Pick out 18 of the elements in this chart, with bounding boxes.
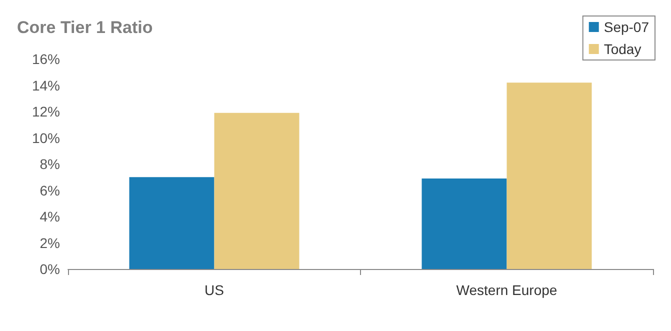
y-tick-label: 4% [40, 208, 60, 224]
y-tick-label: 14% [32, 77, 60, 94]
bar [129, 177, 214, 269]
y-tick-label: 6% [40, 182, 60, 198]
y-tick-label: 0% [40, 261, 60, 277]
legend-label: Sep-07 [604, 19, 650, 35]
bar [506, 82, 592, 269]
y-tick-label: 12% [32, 104, 60, 120]
bar [214, 112, 300, 269]
chart-title: Core Tier 1 Ratio [17, 18, 153, 37]
bar [422, 178, 507, 269]
x-tick-label: Western Europe [456, 282, 558, 298]
y-tick-label: 16% [32, 51, 60, 67]
x-tick-label: US [204, 282, 224, 298]
legend-label: Today [604, 41, 642, 57]
y-tick-label: 2% [40, 234, 60, 251]
y-tick-label: 8% [40, 156, 60, 172]
y-tick-label: 10% [32, 130, 60, 146]
